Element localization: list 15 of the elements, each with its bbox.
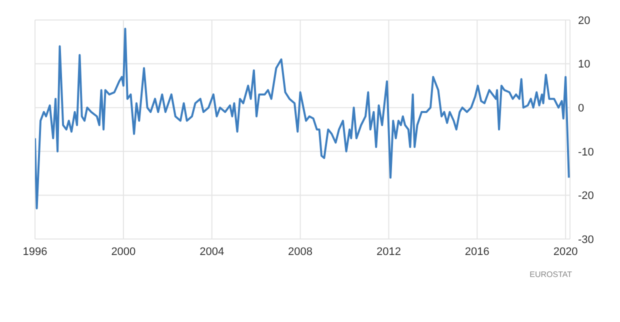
x-tick-label: 2012 [376,246,401,258]
x-tick-label: 2016 [464,246,490,258]
y-tick-label: -30 [578,234,594,246]
y-tick-label: 20 [578,14,590,27]
x-tick-label: 2020 [553,246,578,258]
line-series [35,28,570,210]
x-tick-label: 2004 [200,246,224,258]
x-tick-label: 2000 [111,246,136,258]
text: EUROSTAT [530,270,572,279]
y-tick-label: 0 [578,102,584,115]
y-tick-label: -10 [578,146,594,158]
y-tick-label: -20 [578,190,594,202]
y-tick-label: 10 [578,58,590,71]
x-tick-label: 1996 [22,246,48,258]
x-tick-label: 2008 [288,246,313,258]
